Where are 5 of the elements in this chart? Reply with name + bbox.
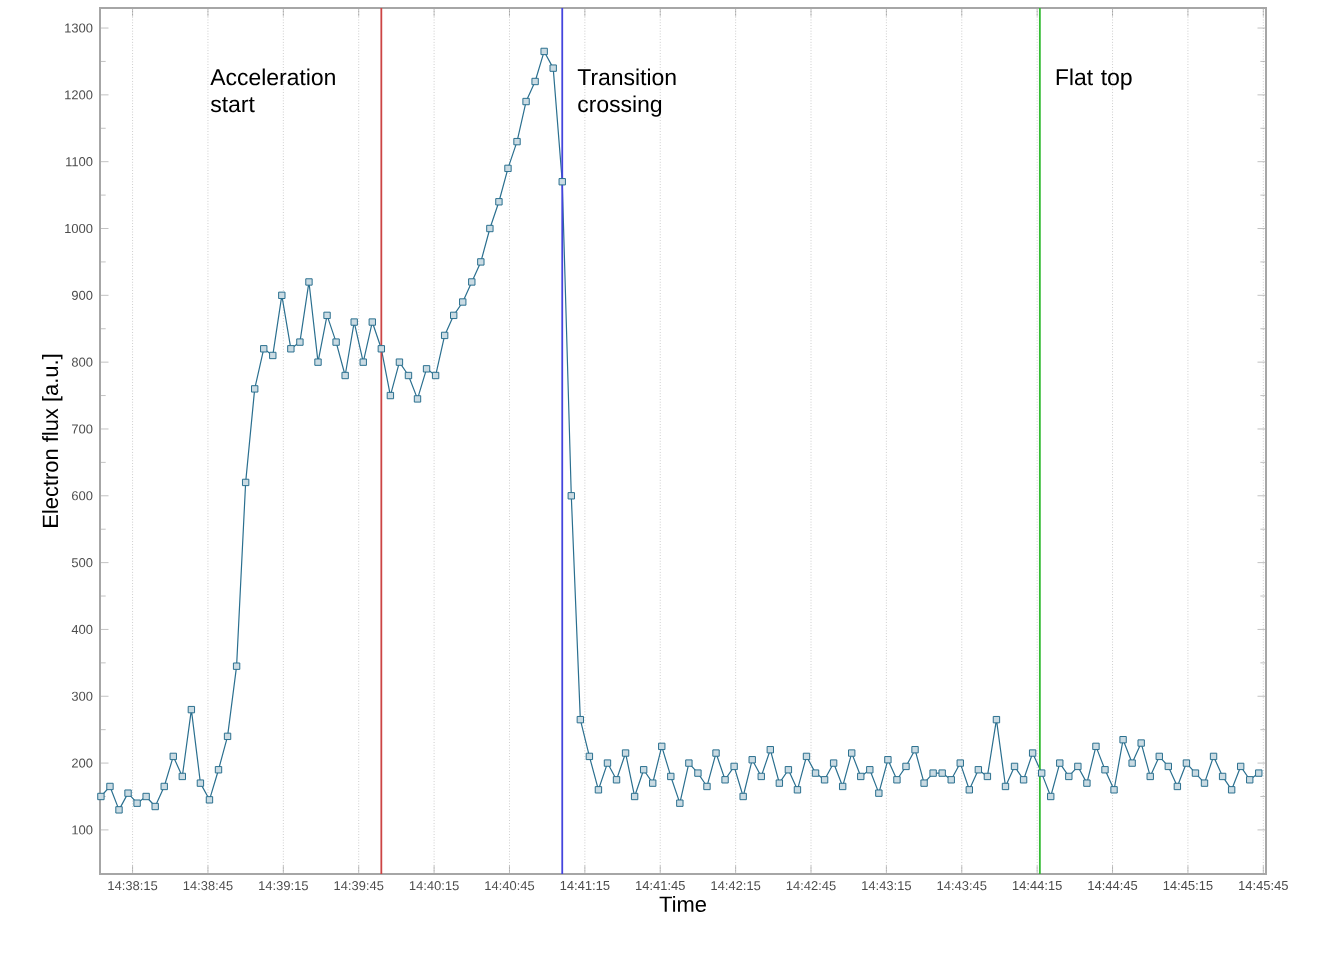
ref-line-label: Flat top <box>1056 68 1132 90</box>
ref-line-label: Acceleration start <box>210 68 335 113</box>
x-axis-title: Time <box>659 895 706 912</box>
ref-line-label: Transition crossing <box>577 68 676 117</box>
y-axis-title: Electron flux [a.u.] <box>42 354 63 527</box>
